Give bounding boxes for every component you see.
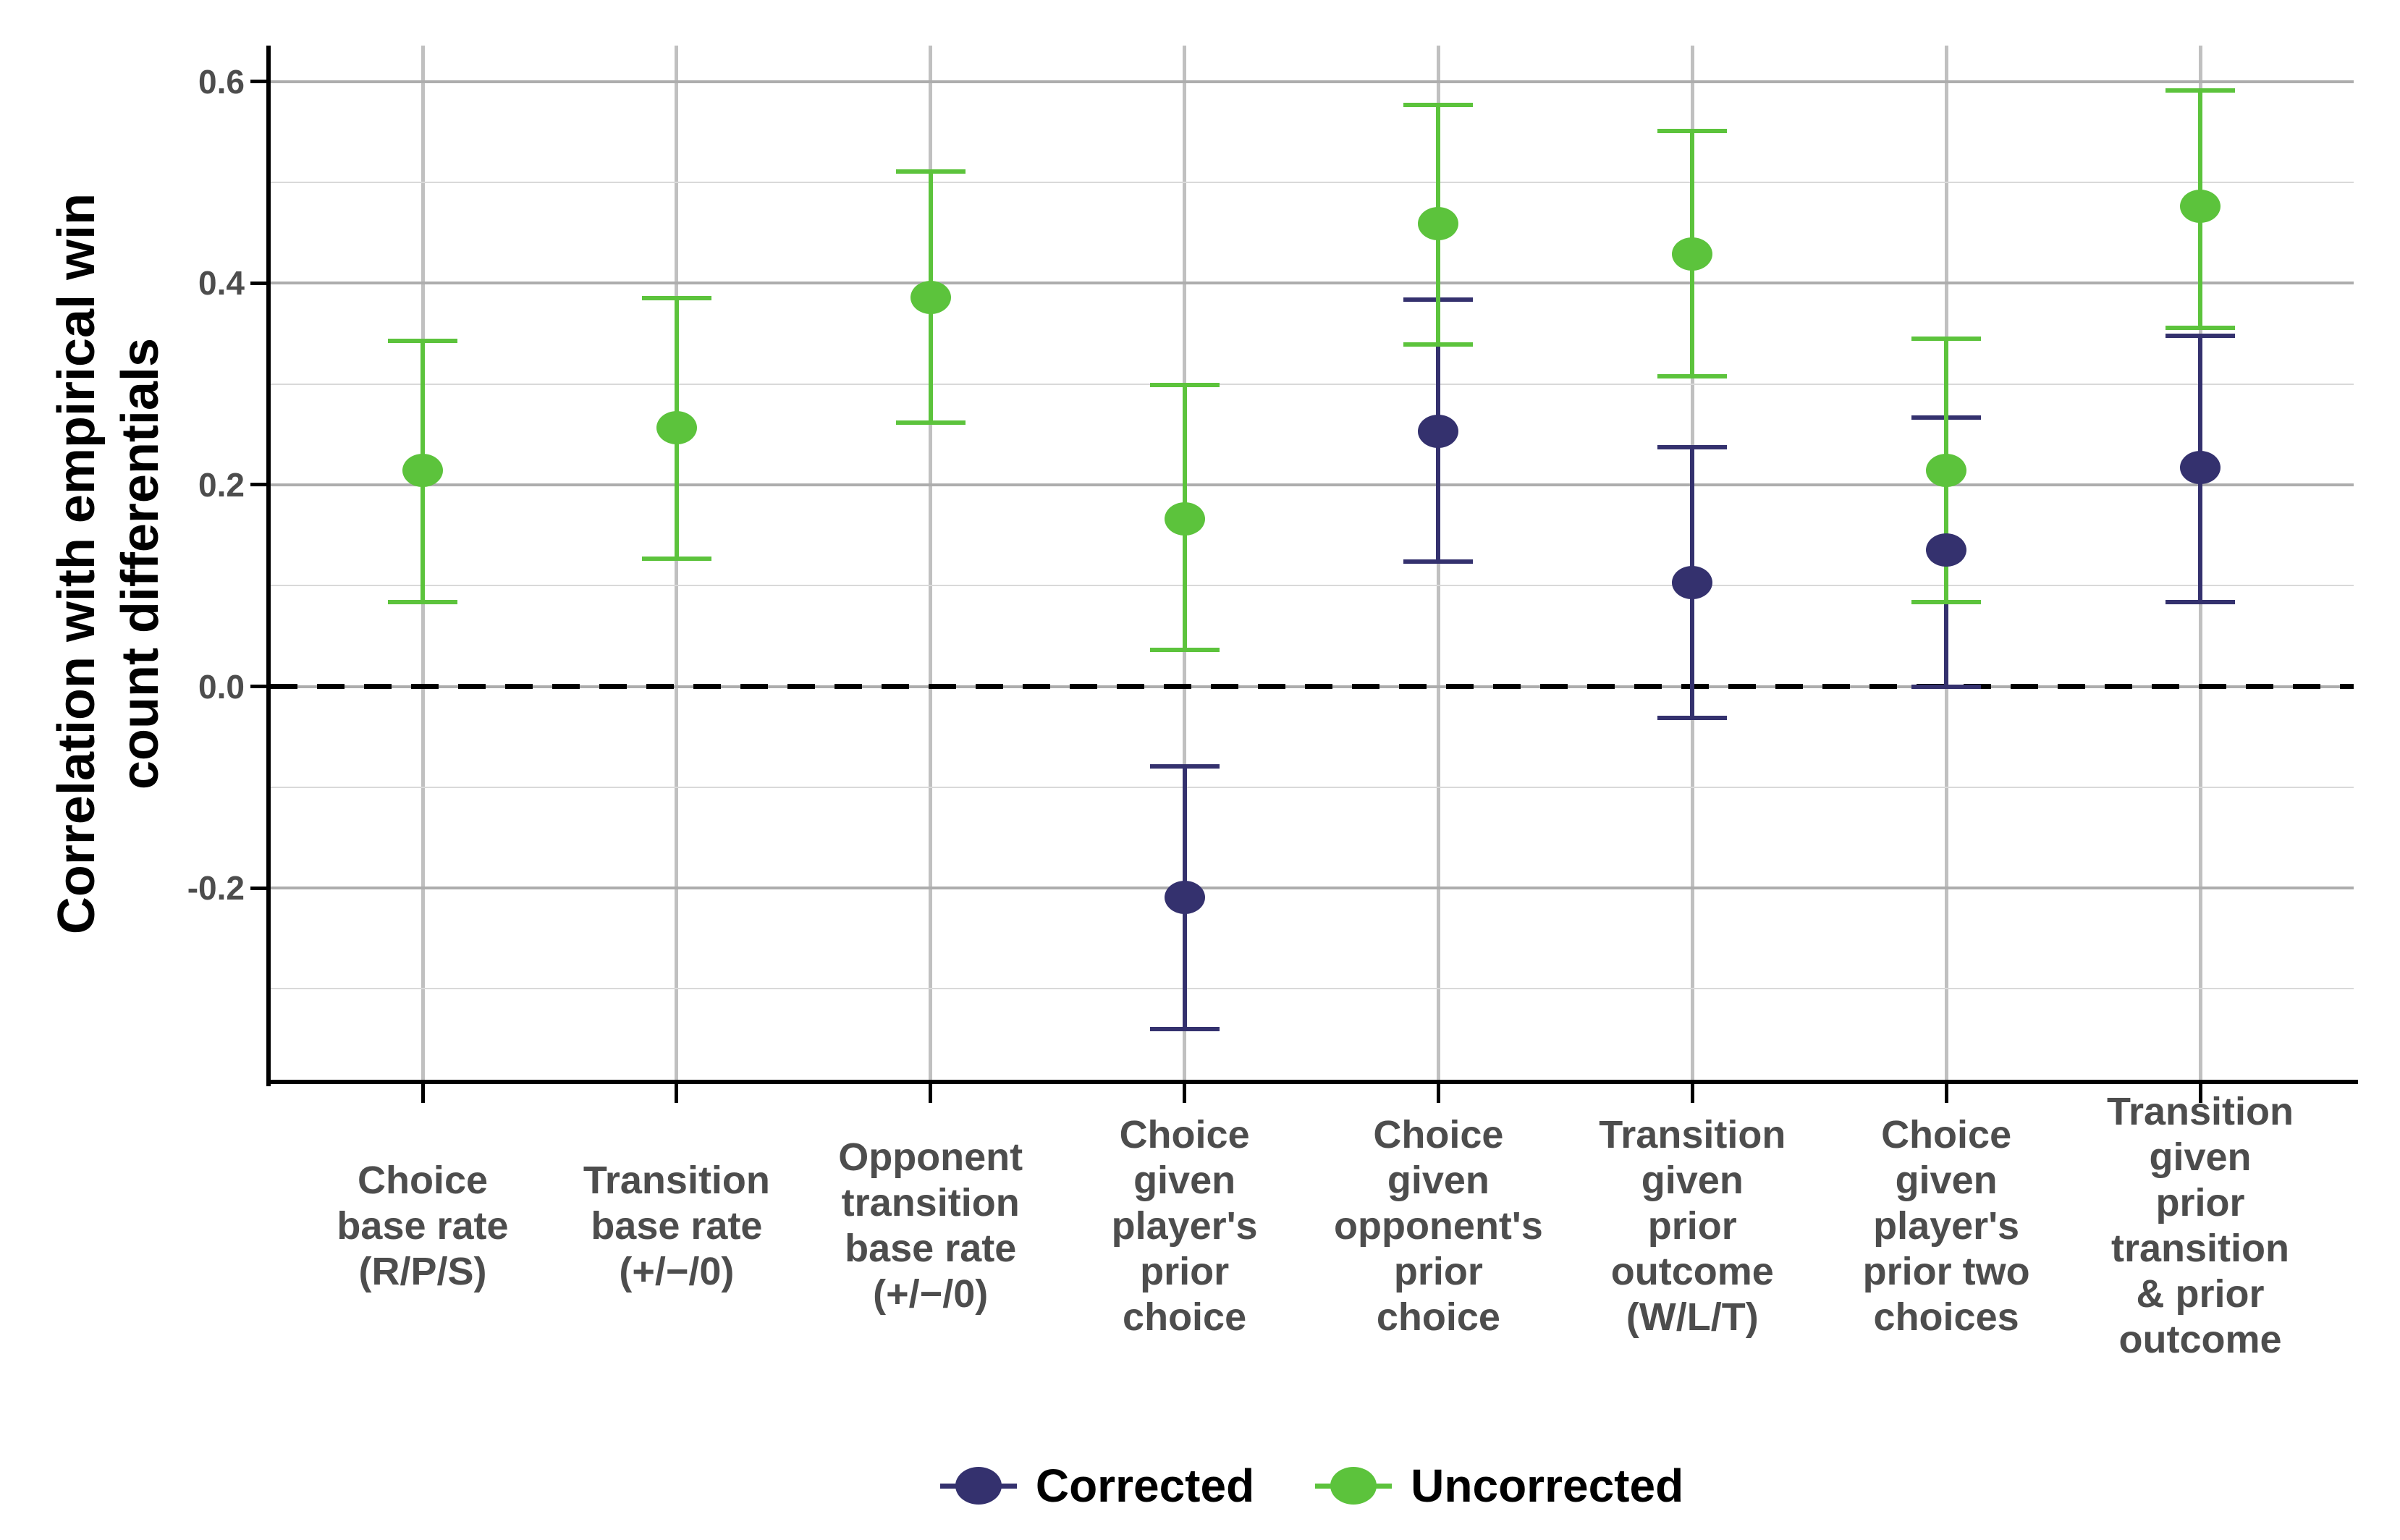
h-gridline-minor	[270, 786, 2354, 788]
zero-dashed-line	[270, 684, 2354, 689]
error-cap-lower	[1911, 599, 1982, 604]
error-cap-lower	[1657, 373, 1728, 378]
error-cap-lower	[2166, 599, 2235, 604]
h-gridline-minor	[270, 182, 2354, 183]
error-cap-lower	[1403, 342, 1474, 347]
error-cap-upper	[2166, 333, 2235, 338]
y-axis-title: Correlation with empirical win count dif…	[45, 0, 172, 1146]
x-category-label: Opponent transition base rate (+/−/0)	[838, 1135, 1023, 1316]
h-gridline-major	[270, 80, 2354, 83]
y-tick	[250, 281, 270, 285]
data-point-corrected	[1164, 880, 1205, 914]
data-point-corrected	[1418, 415, 1459, 449]
x-tick	[421, 1084, 425, 1103]
legend-item-uncorrected: Uncorrected	[1315, 1459, 1683, 1512]
x-category-label: Choice base rate (R/P/S)	[337, 1158, 509, 1293]
data-point-uncorrected	[910, 280, 951, 314]
error-cap-upper	[1657, 445, 1728, 450]
x-axis-line	[266, 1080, 2358, 1084]
x-category-label: Transition base rate (+/−/0)	[583, 1158, 770, 1293]
data-point-uncorrected	[2180, 190, 2221, 224]
error-cap-upper	[895, 169, 966, 174]
legend-label-corrected: Corrected	[1035, 1460, 1255, 1512]
error-cap-upper	[388, 338, 457, 343]
x-tick	[1183, 1084, 1187, 1103]
legend-label-uncorrected: Uncorrected	[1411, 1460, 1684, 1512]
x-tick	[1944, 1084, 1948, 1103]
legend-item-corrected: Corrected	[939, 1459, 1255, 1512]
error-cap-upper	[1657, 129, 1728, 133]
data-point-corrected	[1672, 566, 1713, 599]
error-cap-lower	[388, 599, 457, 604]
data-point-uncorrected	[1926, 454, 1967, 488]
h-gridline-minor	[270, 585, 2354, 587]
legend-dot	[955, 1467, 1002, 1505]
data-point-uncorrected	[1672, 237, 1713, 271]
h-gridline-major	[270, 887, 2354, 890]
data-point-uncorrected	[402, 454, 443, 488]
error-cap-lower	[1911, 684, 1982, 689]
y-tick	[250, 80, 270, 84]
y-tick	[250, 886, 270, 890]
v-gridline	[1436, 46, 1440, 1082]
y-tick	[250, 483, 270, 487]
x-tick	[1436, 1084, 1440, 1103]
v-gridline	[675, 46, 679, 1082]
h-gridline-major	[270, 282, 2354, 285]
v-gridline	[929, 46, 933, 1082]
error-cap-lower	[1149, 648, 1220, 653]
uncorrected-pointrange-icon	[1315, 1463, 1393, 1508]
h-gridline-minor	[270, 383, 2354, 385]
h-gridline-minor	[270, 988, 2354, 990]
error-cap-lower	[895, 420, 966, 425]
error-cap-upper	[1149, 763, 1220, 769]
data-point-uncorrected	[656, 410, 697, 444]
data-point-uncorrected	[1164, 502, 1205, 536]
data-point-corrected	[2180, 451, 2221, 485]
error-cap-upper	[1149, 383, 1220, 387]
y-axis-title-line: Correlation with empirical win	[48, 192, 106, 935]
error-cap-lower	[2166, 325, 2235, 330]
x-category-label: Choice given player's prior choice	[1111, 1112, 1258, 1339]
x-category-label: Choice given opponent's prior choice	[1333, 1112, 1543, 1339]
plot-panel	[270, 46, 2354, 1082]
error-cap-lower	[1149, 1027, 1220, 1032]
error-cap-upper	[1911, 336, 1982, 341]
corrected-pointrange-icon	[939, 1463, 1017, 1508]
x-tick	[929, 1084, 933, 1103]
h-gridline-major	[270, 483, 2354, 486]
x-tick	[2198, 1084, 2202, 1103]
error-cap-upper	[641, 296, 711, 301]
x-category-label: Choice given player's prior two choices	[1862, 1112, 2030, 1339]
y-axis-title-line: count differentials	[111, 337, 169, 790]
data-point-uncorrected	[1418, 207, 1459, 241]
error-cap-upper	[2166, 88, 2235, 93]
x-tick	[1690, 1084, 1694, 1103]
error-cap-lower	[1403, 559, 1474, 564]
error-cap-lower	[1657, 715, 1728, 720]
legend-dot	[1330, 1467, 1377, 1505]
y-tick-label: 0.0	[198, 667, 245, 706]
y-tick	[250, 685, 270, 688]
y-tick-label: 0.4	[198, 264, 245, 302]
error-cap-lower	[641, 556, 711, 561]
y-axis-line	[266, 46, 271, 1086]
y-tick-label: 0.6	[198, 62, 245, 101]
x-category-label: Transition given prior transition & prio…	[2106, 1090, 2294, 1361]
x-category-label: Transition given prior outcome (W/L/T)	[1599, 1112, 1786, 1339]
x-tick	[675, 1084, 679, 1103]
y-tick-label: -0.2	[187, 869, 245, 908]
data-point-corrected	[1926, 533, 1967, 567]
y-tick-label: 0.2	[198, 465, 245, 504]
legend: Corrected Uncorrected	[270, 1442, 2354, 1529]
error-cap-upper	[1403, 102, 1474, 107]
